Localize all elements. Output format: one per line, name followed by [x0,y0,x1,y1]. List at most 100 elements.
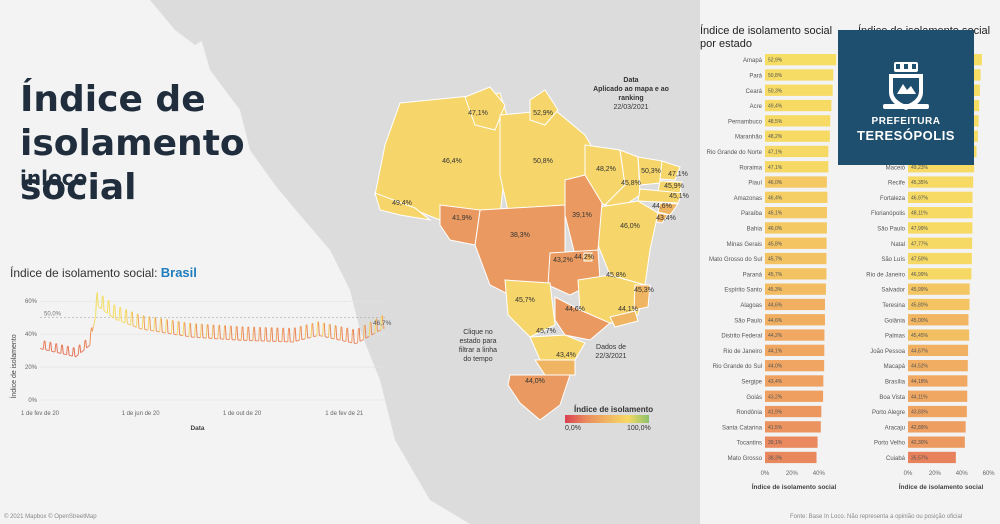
ranking-bar[interactable] [908,207,973,219]
ranking-bar[interactable] [765,84,833,96]
ranking-value-label: 46,97% [911,195,929,201]
ranking-bar[interactable] [908,268,972,280]
timeseries-segment [106,300,109,314]
ranking-bar[interactable] [765,314,825,326]
timeseries-segment [105,311,107,314]
ranking-value-label: 43,2% [768,394,783,400]
timeseries-segment [335,325,338,340]
timeseries-segment [76,355,78,357]
timeseries-segment [269,327,272,342]
ranking-category-label: Aracaju [885,425,905,431]
state-pr[interactable] [529,334,586,361]
state-pe[interactable] [637,188,683,204]
ranking-bar[interactable] [765,69,834,81]
ranking-bar[interactable] [765,451,817,464]
ranking-bar[interactable] [765,375,824,387]
timeseries-segment [120,307,122,322]
ranking-bar[interactable] [765,54,837,66]
ranking-bar[interactable] [765,298,825,311]
timeseries-segment [104,311,106,313]
ranking-bar[interactable] [765,360,825,372]
state-al[interactable] [657,202,679,216]
ranking-states-chart[interactable]: Amapá 52,9% Pará 50,8% Ceará 50,3% Acre 49,4% Pe… [690,52,850,492]
ranking-value-label: 45,7% [768,257,783,263]
ranking-bar[interactable] [908,283,970,295]
ranking-bar[interactable] [765,252,827,265]
timeseries-segment [300,326,303,340]
state-sc[interactable] [534,359,576,376]
ranking-bar[interactable] [908,451,956,464]
ranking-category-label: Rio Grande do Sul [713,364,762,370]
timeseries-segment [339,326,342,341]
state-label-pi: 45,8% [621,180,641,187]
timeseries-segment [71,347,74,357]
ranking-bar[interactable] [908,375,968,387]
ranking-bar[interactable] [765,222,827,234]
state-es[interactable] [633,284,651,311]
ranking-bar[interactable] [765,329,825,341]
state-ro[interactable] [439,204,481,246]
timeseries-segment [287,328,290,342]
ranking-bar[interactable] [908,329,970,341]
ranking-bar[interactable] [765,283,826,295]
ranking-bar[interactable] [908,161,975,173]
state-ba[interactable] [597,200,659,286]
brazil-map[interactable]: 47,1% 52,9% 46,4% 50,8% 48,2% 50,3% 47,1% 45,8%… [370,85,690,420]
page-subtitle: inloco [20,166,88,190]
timeseries-segment [195,323,198,338]
ranking-bar[interactable] [908,222,973,234]
state-label-df: 44,2% [574,254,594,261]
ranking-bar[interactable] [765,405,822,418]
ranking-bar[interactable] [908,314,969,326]
ranking-bar[interactable] [908,421,966,433]
ranking-bar[interactable] [908,390,968,402]
timeseries-ytick: 0% [28,398,37,404]
ranking-bar[interactable] [765,145,829,158]
ranking-bar[interactable] [765,237,827,249]
timeseries-segment [224,325,227,340]
ranking-bar[interactable] [765,268,827,280]
state-df[interactable] [583,252,593,262]
ranking-bar[interactable] [908,360,968,372]
state-rn[interactable] [659,160,681,181]
ranking-bar[interactable] [908,298,970,311]
state-ms[interactable] [504,279,556,338]
ranking-bar[interactable] [765,344,825,356]
timeseries-ylabel: Índice de isolamento [9,334,18,398]
state-sp[interactable] [554,296,611,341]
ranking-bar[interactable] [765,99,832,112]
timeseries-segment [271,327,274,342]
state-rs[interactable] [507,374,571,420]
map-click-note-line: do tempo [463,356,493,363]
ranking-bar[interactable] [908,252,972,265]
state-ac[interactable] [374,192,432,221]
timeseries-segment [277,327,280,342]
ranking-category-label: São Paulo [877,226,905,232]
ranking-bar[interactable] [765,130,830,142]
ranking-bar[interactable] [765,176,827,188]
state-ap[interactable] [529,89,559,126]
ranking-bar[interactable] [908,344,969,356]
ranking-bar[interactable] [908,436,965,448]
ranking-bar[interactable] [765,191,828,203]
ranking-category-label: Porto Alegre [872,410,906,416]
ranking-bar[interactable] [765,207,827,219]
ranking-bar[interactable] [908,405,967,418]
timeseries-segment [248,326,250,341]
ranking-bar[interactable] [908,191,973,203]
ranking-bar[interactable] [765,115,831,127]
ranking-bar[interactable] [765,161,829,173]
ranking-bar[interactable] [908,237,973,249]
ranking-bar[interactable] [765,436,818,448]
map-date-block: Data Aplicado ao mapa e ao ranking 22/03… [580,76,682,112]
timeseries-chart[interactable]: Índice de isolamento 0% 20% 40% 60% 1 de fev … [0,285,400,435]
ranking-bar[interactable] [908,176,974,188]
timeseries-segment [312,323,315,337]
timeseries-segment [182,322,185,336]
state-rj[interactable] [609,310,639,328]
legend-color-bar [565,415,649,423]
ranking-bar[interactable] [765,421,821,433]
ranking-states-title: Índice de isolamento social por estado [700,25,833,50]
ranking-bar[interactable] [765,390,824,402]
timeseries-segment [306,324,309,339]
